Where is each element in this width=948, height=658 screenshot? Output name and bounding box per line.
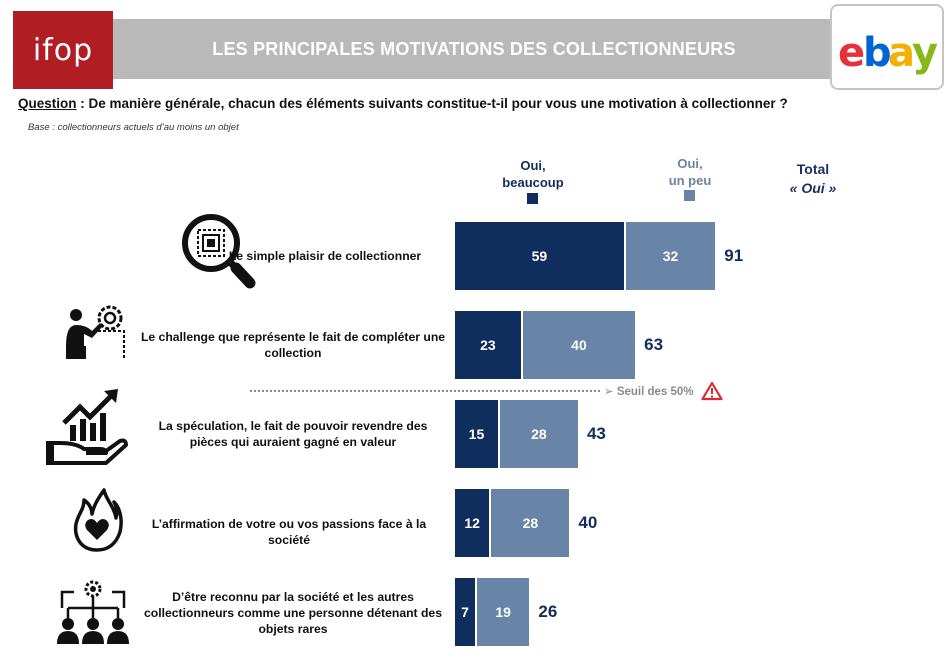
legend-swatch-light — [684, 190, 695, 201]
bar-oui-beaucoup-3: 15 — [455, 400, 498, 468]
base-note: Base : collectionneurs actuels d’au moin… — [28, 122, 239, 133]
ifop-logo-text: ifop — [32, 32, 94, 68]
row-label-3: La spéculation, le fait de pouvoir reven… — [158, 419, 428, 449]
total-value-1: 91 — [724, 246, 744, 265]
legend-swatch-dark — [527, 193, 538, 204]
threshold-line — [250, 390, 600, 392]
bar-oui-beaucoup-1: 59 — [455, 222, 624, 290]
ebay-logo: e b a y — [830, 4, 944, 90]
bar-oui-un-peu-4: 28 — [489, 489, 570, 557]
gear-person-icon — [66, 305, 125, 359]
network-people-icon — [57, 580, 129, 644]
title-bar: LES PRINCIPALES MOTIVATIONS DES COLLECTI… — [113, 19, 835, 79]
total-value-3: 43 — [586, 424, 606, 443]
legend-series-2-line1: Oui, — [677, 156, 703, 171]
ebay-logo-letter-e: e — [838, 30, 865, 76]
magnifier-stamp-icon — [182, 214, 256, 289]
bar-oui-un-peu-5: 19 — [475, 578, 530, 646]
legend-total-line1: Total — [796, 161, 830, 177]
bar-oui-beaucoup-4: 12 — [455, 489, 490, 557]
warning-triangle-icon — [701, 381, 723, 401]
legend-series-2: Oui, un peu — [650, 155, 730, 189]
growth-hand-icon — [46, 389, 128, 465]
page-title: LES PRINCIPALES MOTIVATIONS DES COLLECTI… — [212, 38, 736, 59]
ifop-logo: ifop — [13, 11, 113, 89]
total-value-2: 63 — [644, 335, 664, 354]
row-label-5: D’être reconnu par la société et les aut… — [144, 590, 442, 636]
bar-oui-un-peu-3: 28 — [497, 400, 578, 468]
ebay-logo-letter-a: a — [888, 30, 915, 76]
legend-series-1: Oui, beaucoup — [493, 157, 573, 191]
bar-oui-un-peu-2: 40 — [520, 311, 636, 379]
legend-series-2-line2: un peu — [668, 173, 712, 188]
legend-series-1-line2: beaucoup — [502, 175, 564, 190]
question-body: : De manière générale, chacun des élémen… — [76, 96, 788, 111]
bar-oui-beaucoup-2: 23 — [455, 311, 521, 379]
ebay-logo-letter-y: y — [912, 30, 938, 76]
legend-total: Total « Oui » — [776, 160, 850, 198]
total-value-4: 40 — [578, 513, 598, 532]
total-value-5: 26 — [538, 602, 558, 621]
row-label-4: L’affirmation de votre ou vos passions f… — [151, 517, 427, 547]
ebay-logo-letter-b: b — [863, 30, 892, 76]
question-text: Question : De manière générale, chacun d… — [18, 96, 788, 111]
bar-oui-beaucoup-5: 7 — [455, 578, 476, 646]
bar-oui-un-peu-1: 32 — [623, 222, 716, 290]
row-label-1: Le simple plaisir de collectionner — [228, 249, 422, 263]
question-label: Question — [18, 96, 77, 111]
legend-total-line2: « Oui » — [789, 180, 837, 196]
threshold-label: ➢ Seuil des 50% — [604, 386, 694, 398]
legend-series-1-line1: Oui, — [520, 158, 546, 173]
heart-flame-icon — [73, 488, 123, 552]
row-label-2: Le challenge que représente le fait de c… — [140, 330, 446, 360]
